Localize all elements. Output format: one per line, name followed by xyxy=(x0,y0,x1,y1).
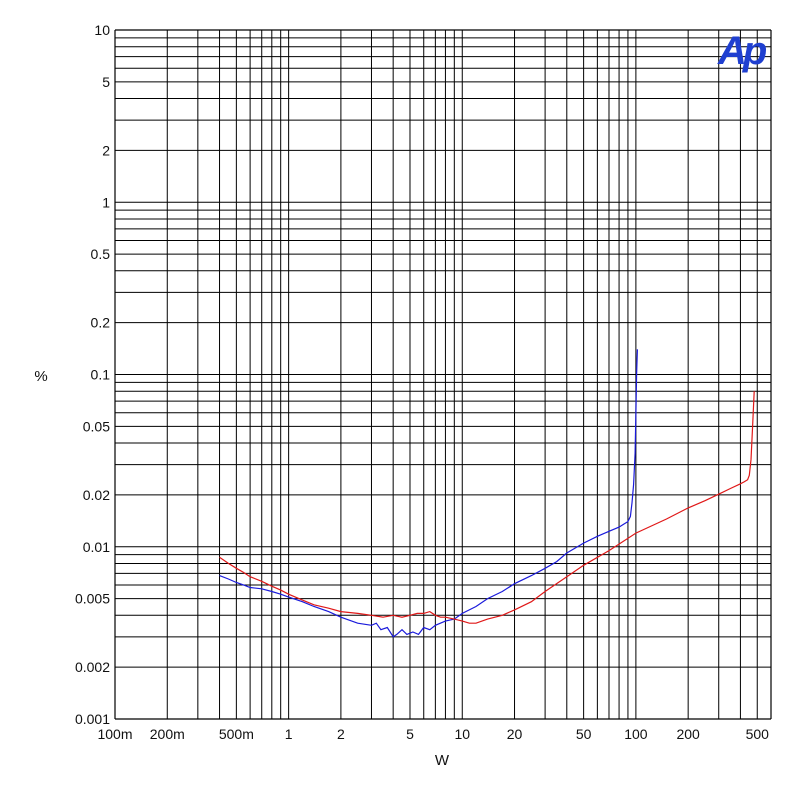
y-tick-label: 2 xyxy=(102,142,110,158)
y-tick-label: 0.001 xyxy=(75,711,110,727)
y-tick-label: 0.2 xyxy=(91,315,111,331)
series xyxy=(219,349,755,638)
x-tick-label: 100 xyxy=(624,726,648,742)
y-tick-label: 1 xyxy=(102,194,110,210)
x-tick-label: 20 xyxy=(507,726,523,742)
x-tick-label: 500m xyxy=(219,726,254,742)
series-line-1 xyxy=(219,349,638,638)
x-tick-label: 200 xyxy=(676,726,700,742)
x-tick-label: 2 xyxy=(337,726,345,742)
y-tick-label: 0.005 xyxy=(75,591,110,607)
x-tick-label: 1 xyxy=(285,726,293,742)
y-tick-label: 0.05 xyxy=(83,418,110,434)
y-tick-label: 10 xyxy=(94,22,110,38)
grid xyxy=(114,29,772,720)
x-tick-label: 50 xyxy=(576,726,592,742)
x-tick-label: 500 xyxy=(746,726,770,742)
x-tick-label: 10 xyxy=(454,726,470,742)
x-tick-label: 100m xyxy=(97,726,132,742)
y-axis-label: % xyxy=(34,368,47,385)
x-axis-label: W xyxy=(435,752,450,769)
y-tick-label: 0.002 xyxy=(75,659,110,675)
y-tick-label: 0.5 xyxy=(91,246,111,262)
series-line-2 xyxy=(219,391,755,624)
ap-logo: Ap xyxy=(717,29,767,73)
y-tick-label: 5 xyxy=(102,74,110,90)
y-tick-label: 0.02 xyxy=(83,487,110,503)
tick-labels: 100m 200m 500m 1 2 5 10 20 50 100 200 500 0.001 0.002… xyxy=(75,22,769,742)
x-tick-label: 5 xyxy=(406,726,414,742)
y-tick-label: 0.1 xyxy=(91,367,111,383)
y-tick-label: 0.01 xyxy=(83,539,110,555)
x-tick-label: 200m xyxy=(150,726,185,742)
